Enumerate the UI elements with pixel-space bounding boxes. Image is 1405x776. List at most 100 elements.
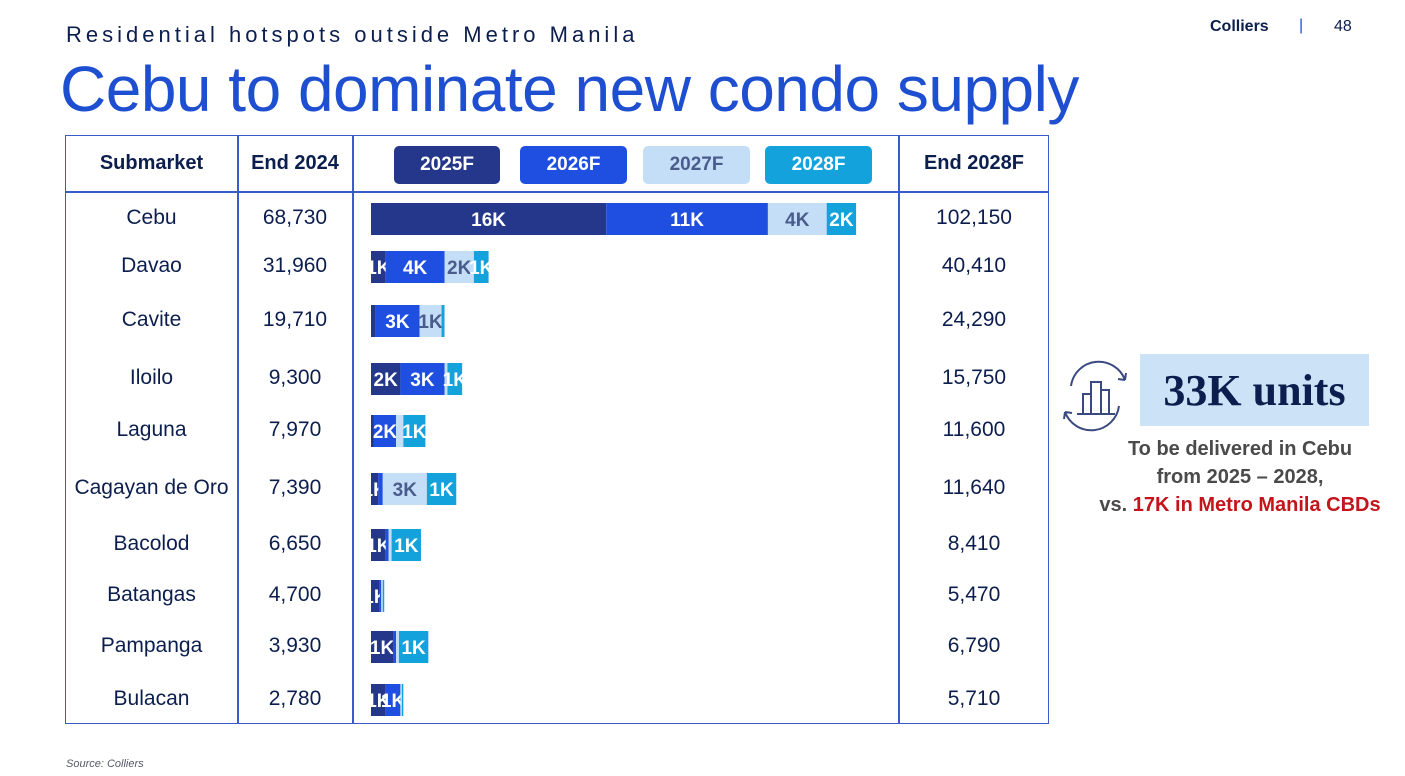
bar-2025f-batangas [371,580,380,612]
building-cycle-icon [1063,360,1127,432]
end-2028-cell: 8,410 [947,532,1001,555]
bar-label: 11K [670,210,704,231]
submarket-cell: Davao [121,254,182,277]
submarket-cell: Bacolod [113,532,190,555]
bar-2025f-laguna [371,415,374,447]
submarket-cell: Cavite [121,308,182,331]
end-2028-cell: 15,750 [941,366,1007,389]
bar-2028f-bacolod [391,529,421,561]
bar-label: 3K [385,312,410,333]
callout-value-box: 33K units [1140,354,1369,426]
end-2028-cell: 6,790 [947,634,1001,657]
submarket-cell: Batangas [107,583,196,606]
bar-label: 1K [429,480,454,501]
end-2028-cell: 24,290 [941,308,1007,331]
bar-2025f-davao [371,251,386,283]
end-2024-cell: 19,710 [262,308,328,331]
end-2024-cell: 4,700 [268,583,322,606]
bar-2025f-bulacan [371,684,386,716]
bar-label: 1K [469,258,494,279]
header-end-2024: End 2024 [251,152,339,174]
bar-2026f-bacolod [385,529,389,561]
callout-line-3: vs. 17K in Metro Manila CBDs [1099,494,1381,516]
bar-2028f-cebu [826,203,857,235]
end-2024-cell: 2,780 [268,687,322,710]
bar-label: 3K [393,480,418,501]
end-2024-cell: 6,650 [268,532,322,555]
page-number: 48 [1334,18,1352,35]
bar-2028f-batangas [382,580,385,612]
bar-label: 1K [366,536,391,557]
bar-2027f-pampanga [395,631,399,663]
bar-2026f-iloilo [400,363,445,395]
end-2024-cell: 68,730 [262,206,328,229]
bar-label: 1K [381,691,406,712]
submarket-cell: Cagayan de Oro [74,476,229,499]
legend-2026f: 2026F [520,146,627,184]
header-divider [66,191,1048,193]
source-note: Source: Colliers [66,758,144,770]
bar-2028f-pampanga [398,631,429,663]
bar-2028f-cagayan-de-oro [426,473,457,505]
bar-2027f-cebu [767,203,827,235]
bar-label: 2K [374,370,399,391]
end-2024-cell: 7,390 [268,476,322,499]
submarket-cell: Iloilo [129,366,174,389]
submarket-cell: Laguna [116,418,187,441]
header-separator: | [1299,17,1304,34]
bar-2025f-bacolod [371,529,386,561]
end-2024-cell: 31,960 [262,254,328,277]
table-divider [237,136,239,723]
legend-2028f: 2028F [765,146,872,184]
bar-label: 2K [829,210,854,231]
bar-label: 1K [366,258,391,279]
bar-label: 1K [402,422,427,443]
bar-2027f-cavite [419,305,442,337]
slide-title: Cebu to dominate new condo supply [60,53,1079,125]
bar-label: 3K [410,370,435,391]
end-2024-cell: 7,970 [268,418,322,441]
bar-label: 1K [370,638,395,659]
bar-2025f-cagayan-de-oro [371,473,379,505]
bar-2027f-bacolod [388,529,392,561]
bar-2026f-laguna [373,415,396,447]
bar-2027f-laguna [395,415,404,447]
bar-label: 4K [785,210,810,231]
bar-2026f-bulacan [385,684,401,716]
bar-2027f-bulacan [400,684,402,716]
brand-name: Colliers [1210,18,1269,35]
bar-2028f-laguna [403,415,426,447]
bar-label: 1K [366,691,391,712]
callout-line-1: To be delivered in Cebu [1127,438,1353,460]
callout-line-2: from 2025 – 2028, [1156,466,1324,488]
end-2024-cell: 3,930 [268,634,322,657]
bar-label: 1K [394,536,419,557]
bar-2026f-davao [385,251,445,283]
bar-2025f-pampanga [371,631,394,663]
header-end-2028: End 2028F [923,152,1025,174]
end-2028-cell: 11,600 [942,418,1006,441]
submarket-cell: Pampanga [100,634,203,657]
bar-2026f-cebu [606,203,768,235]
submarket-cell: Cebu [126,206,177,229]
callout-description: To be delivered in Cebu from 2025 – 2028… [1060,435,1405,519]
bar-2026f-pampanga [393,631,396,663]
table-divider [352,136,354,723]
bar-label: 16K [471,210,506,231]
bar-label: 2K [447,258,472,279]
bar-2027f-cagayan-de-oro [382,473,427,505]
callout-highlight: 17K in Metro Manila CBDs [1132,494,1381,516]
bar-2028f-iloilo [447,363,463,395]
bar-label: 1K [401,638,426,659]
bar-2027f-batangas [381,580,383,612]
legend-2025f: 2025F [394,146,500,184]
end-2028-cell: 5,710 [947,687,1001,710]
bar-2025f-cavite [371,305,376,337]
bar-2026f-cagayan-de-oro [378,473,383,505]
header-submarket: Submarket [99,152,204,174]
callout-value: 33K units [1163,365,1346,415]
supply-table: Submarket End 2024 End 2028F 2025F 2026F… [65,135,1049,724]
end-2028-cell: 102,150 [936,206,1012,229]
end-2028-cell: 5,470 [947,583,1001,606]
